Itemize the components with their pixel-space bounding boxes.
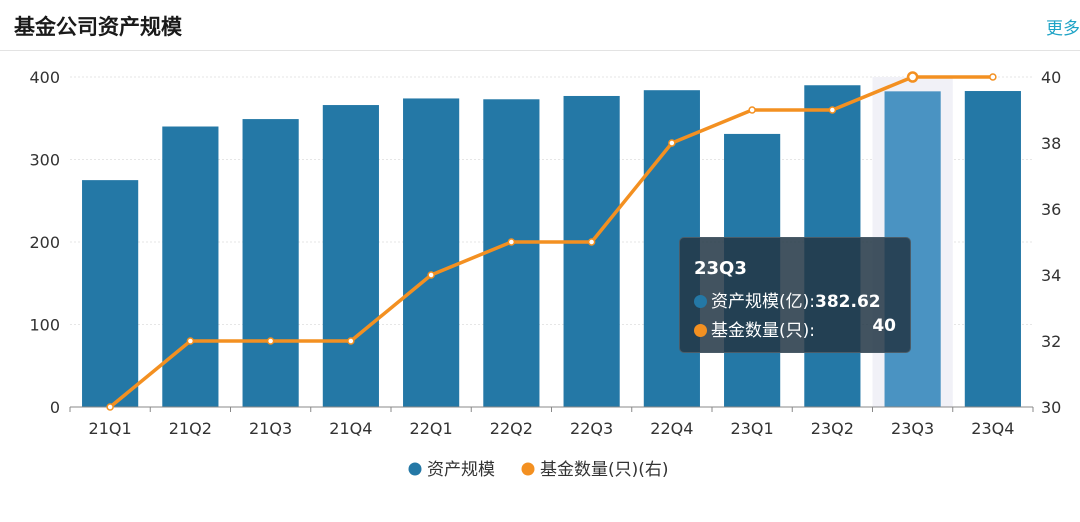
- y-right-tick-38: 38: [1041, 134, 1061, 153]
- legend-label-1: 基金数量(只)(右): [540, 460, 669, 480]
- x-tick-21Q3: 21Q3: [249, 419, 292, 438]
- fund-count-point-21Q2: [186, 337, 195, 345]
- fund-count-point-21Q3: [266, 337, 275, 345]
- x-tick-23Q2: 23Q2: [811, 419, 854, 438]
- bar-22Q2: [483, 99, 540, 408]
- legend[interactable]: 资产规模 基金数量(只)(右): [408, 460, 669, 480]
- x-tick-21Q4: 21Q4: [329, 419, 372, 438]
- tooltip-label-count: 基金数量(只):: [711, 321, 815, 341]
- tooltip-title: 23Q3: [694, 258, 747, 279]
- fund-count-point-22Q4: [668, 139, 676, 147]
- y-left-tick-0: 0: [50, 398, 60, 417]
- bar-21Q4: [322, 105, 379, 408]
- y-left-tick-300: 300: [29, 151, 60, 170]
- bar-21Q3: [242, 119, 299, 407]
- bar-22Q3: [563, 95, 620, 407]
- tooltip-row-assets: 资产规模(亿):382.62: [694, 287, 896, 312]
- tooltip-dot-assets: [694, 295, 707, 308]
- x-tick-22Q4: 22Q4: [650, 419, 693, 438]
- y-axis-right-ticks: 30 32 34 36 38 40: [1041, 68, 1061, 417]
- tooltip-dot-count: [694, 324, 707, 337]
- y-left-tick-400: 400: [29, 68, 60, 87]
- x-tick-23Q4: 23Q4: [971, 419, 1014, 438]
- x-tick-22Q2: 22Q2: [490, 419, 533, 438]
- x-tick-23Q3: 23Q3: [891, 419, 934, 438]
- y-right-tick-40: 40: [1041, 68, 1061, 87]
- y-right-tick-36: 36: [1041, 200, 1061, 219]
- tooltip: 23Q3 资产规模(亿):382.62 基金数量(只): 40: [679, 237, 911, 353]
- bar-23Q4: [964, 91, 1021, 408]
- chart-title: 基金公司资产规模: [14, 15, 182, 39]
- x-tick-22Q1: 22Q1: [410, 419, 453, 438]
- fund-count-point-22Q2: [507, 238, 516, 246]
- fund-count-point-23Q1: [748, 106, 756, 114]
- y-right-tick-34: 34: [1041, 266, 1061, 285]
- y-right-tick-32: 32: [1041, 332, 1061, 351]
- x-tick-23Q1: 23Q1: [731, 419, 774, 438]
- fund-count-point-23Q2: [828, 106, 837, 114]
- legend-dot-1: [521, 462, 535, 476]
- more-link[interactable]: 更多: [1046, 19, 1080, 39]
- tooltip-row-count: 基金数量(只): 40: [694, 316, 896, 341]
- y-left-tick-100: 100: [29, 316, 60, 335]
- bar-21Q1: [82, 180, 139, 407]
- chart-header: 基金公司资产规模 更多: [0, 0, 1080, 51]
- x-tick-22Q3: 22Q3: [570, 419, 613, 438]
- axes: [69, 406, 1034, 412]
- bar-21Q2: [162, 126, 219, 407]
- x-tick-21Q1: 21Q1: [89, 419, 132, 438]
- y-right-tick-30: 30: [1041, 398, 1061, 417]
- fund-count-point-22Q1: [427, 271, 435, 279]
- x-axis-ticks: 21Q1 21Q2 21Q3 21Q4 22Q1 22Q2 22Q3 22Q4 23Q1 23Q2…: [89, 419, 1015, 438]
- tooltip-value-count: 40: [872, 316, 896, 336]
- fund-count-point-21Q1: [106, 403, 114, 411]
- y-left-tick-200: 200: [29, 233, 60, 252]
- fund-count-line: [109, 75, 993, 409]
- x-tick-21Q2: 21Q2: [169, 419, 212, 438]
- fund-count-point-21Q4: [347, 337, 355, 345]
- fund-count-point-23Q3: [906, 71, 919, 83]
- bar-22Q1: [403, 98, 460, 407]
- tooltip-value-assets: 382.62: [815, 292, 881, 312]
- legend-dot-0: [408, 462, 422, 476]
- line-series-fund-count: [106, 71, 997, 411]
- fund-count-point-23Q4: [989, 73, 997, 81]
- bar-series-assets: [82, 85, 1021, 408]
- fund-count-point-22Q3: [587, 238, 596, 246]
- y-axis-left-ticks: 0 100 200 300 400: [29, 68, 60, 417]
- tooltip-label-assets: 资产规模(亿):: [711, 292, 815, 312]
- legend-label-0: 资产规模: [427, 460, 495, 480]
